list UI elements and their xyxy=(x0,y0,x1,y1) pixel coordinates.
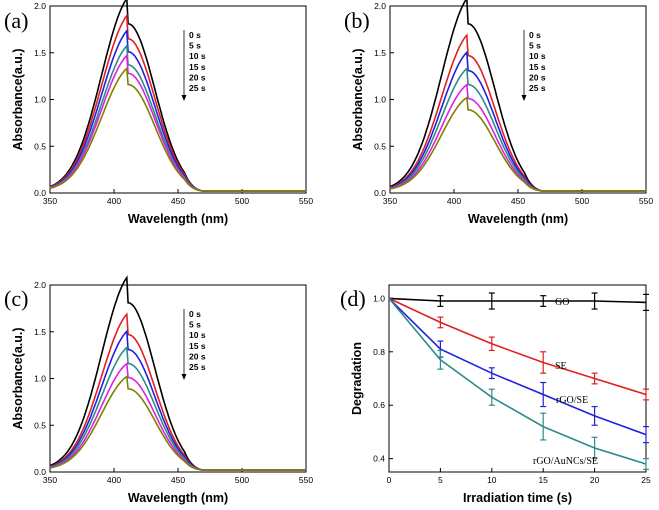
y-tick-label: 1.0 xyxy=(34,374,46,384)
legend-entry: 15 s xyxy=(189,62,206,72)
series-annotation-rGOSE: rGO/SE xyxy=(556,395,588,406)
series-line-15s xyxy=(49,345,306,471)
legend-entry: 20 s xyxy=(189,72,206,82)
y-tick-label: 0.8 xyxy=(373,347,385,357)
y-axis-label: Absorbance(a.u.) xyxy=(11,327,25,429)
x-tick-label: 20 xyxy=(590,475,600,485)
series-annotation-GO: GO xyxy=(555,297,569,308)
legend-entry: 5 s xyxy=(189,320,201,330)
x-tick-label: 550 xyxy=(639,196,653,206)
series-line-15s xyxy=(389,66,646,192)
y-tick-label: 0.0 xyxy=(34,467,46,477)
series-line-0s xyxy=(389,0,646,192)
time-arrow-head xyxy=(181,374,187,380)
y-tick-label: 0.5 xyxy=(34,420,46,430)
series-annotation-rGOAuNCsSE: rGO/AuNCs/SE xyxy=(533,456,598,467)
legend-entry: 25 s xyxy=(189,362,206,372)
y-tick-label: 0.6 xyxy=(373,400,385,410)
x-axis-label: Wavelength (nm) xyxy=(128,491,228,505)
panel-label: (c) xyxy=(4,286,28,311)
y-tick-label: 0.5 xyxy=(34,141,46,151)
legend-entry: 5 s xyxy=(189,41,201,51)
series-line-5s xyxy=(49,312,306,471)
panel-label: (d) xyxy=(340,286,366,311)
panel-a: (a) 350 400 450 500 550 0.0 0.5 1.0 1.5 2.0 Wavelen… xyxy=(4,0,313,226)
series-line-rGOAuNCsSE xyxy=(388,297,647,465)
y-tick-label: 1.5 xyxy=(34,327,46,337)
panel-d: (d) 0 5 10 15 20 25 0.4 0.6 0.8 1.0 Irradiation tim… xyxy=(340,284,651,505)
x-tick-label: 350 xyxy=(43,475,57,485)
x-tick-label: 5 xyxy=(438,475,443,485)
y-tick-label: 2.0 xyxy=(34,280,46,290)
x-axis-label: Wavelength (nm) xyxy=(468,212,568,226)
series-line-10s xyxy=(49,28,306,192)
x-tick-label: 450 xyxy=(171,196,185,206)
x-tick-label: 400 xyxy=(107,196,121,206)
y-axis-label: Absorbance(a.u.) xyxy=(11,48,25,150)
y-axis-label: Absorbance(a.u.) xyxy=(351,48,365,150)
x-tick-label: 500 xyxy=(235,196,249,206)
x-axis-label: Wavelength (nm) xyxy=(128,212,228,226)
panel-label: (a) xyxy=(4,8,28,33)
y-tick-label: 0.5 xyxy=(374,141,386,151)
x-tick-label: 350 xyxy=(383,196,397,206)
x-tick-label: 450 xyxy=(171,475,185,485)
series-line-5s xyxy=(389,33,646,192)
time-arrow-head xyxy=(181,95,187,101)
x-tick-label: 25 xyxy=(641,475,651,485)
plot-frame xyxy=(388,284,647,473)
x-axis-label: Irradiation time (s) xyxy=(463,491,572,505)
series-line-rGOSE xyxy=(388,297,647,436)
x-tick-label: 550 xyxy=(299,196,313,206)
legend-entry: 10 s xyxy=(189,51,206,61)
legend-entry: 0 s xyxy=(529,30,541,40)
x-tick-label: 350 xyxy=(43,196,57,206)
series-line-0s xyxy=(49,275,306,471)
y-tick-label: 2.0 xyxy=(34,1,46,11)
y-tick-label: 0.0 xyxy=(374,188,386,198)
y-axis-label: Degradation xyxy=(350,342,364,415)
legend-entry: 25 s xyxy=(189,83,206,93)
x-tick-label: 500 xyxy=(235,475,249,485)
x-tick-label: 400 xyxy=(447,196,461,206)
y-tick-label: 1.0 xyxy=(373,293,385,303)
legend-entry: 20 s xyxy=(529,72,546,82)
series-line-25s xyxy=(49,375,306,471)
series-line-SE xyxy=(388,297,647,396)
x-tick-label: 500 xyxy=(575,196,589,206)
y-tick-label: 2.0 xyxy=(374,1,386,11)
y-tick-label: 1.0 xyxy=(34,95,46,105)
legend-entry: 25 s xyxy=(529,83,546,93)
legend-entry: 15 s xyxy=(529,62,546,72)
time-arrow-head xyxy=(521,95,527,101)
plot-frame xyxy=(389,5,647,194)
x-tick-label: 0 xyxy=(387,475,392,485)
panel-b: (b) 350 400 450 500 550 0.0 0.5 1.0 1.5 2.0 Wavelen… xyxy=(344,0,653,226)
series-line-25s xyxy=(389,96,646,192)
y-tick-label: 1.0 xyxy=(374,95,386,105)
y-tick-label: 1.5 xyxy=(34,48,46,58)
legend-entry: 0 s xyxy=(189,309,201,319)
x-tick-label: 10 xyxy=(487,475,497,485)
x-tick-label: 15 xyxy=(538,475,548,485)
series-line-25s xyxy=(49,66,306,192)
legend-entry: 15 s xyxy=(189,341,206,351)
panel-c: (c) 350 400 450 500 550 0.0 0.5 1.0 1.5 2.0 Wavelen… xyxy=(4,275,313,505)
y-tick-label: 0.0 xyxy=(34,188,46,198)
x-tick-label: 400 xyxy=(107,475,121,485)
series-annotation-SE: SE xyxy=(555,361,567,372)
plot-frame xyxy=(49,284,307,473)
legend-entry: 20 s xyxy=(189,351,206,361)
legend-entry: 0 s xyxy=(189,30,201,40)
x-tick-label: 450 xyxy=(511,196,525,206)
panel-label: (b) xyxy=(344,8,370,33)
series-line-GO xyxy=(388,297,647,304)
y-tick-label: 0.4 xyxy=(373,454,385,464)
y-tick-label: 1.5 xyxy=(374,48,386,58)
x-tick-label: 550 xyxy=(299,475,313,485)
legend-entry: 5 s xyxy=(529,41,541,51)
legend-entry: 10 s xyxy=(189,330,206,340)
legend-entry: 10 s xyxy=(529,51,546,61)
